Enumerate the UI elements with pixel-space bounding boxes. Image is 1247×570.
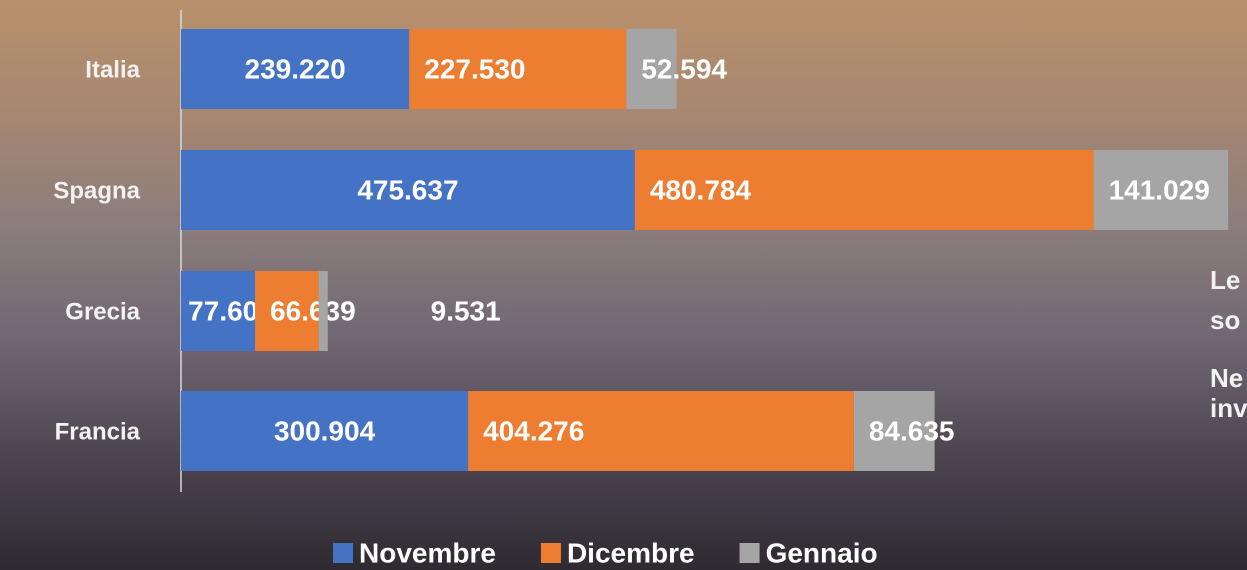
value-label: 52.594 xyxy=(641,53,727,84)
bar-segment xyxy=(181,29,410,109)
value-label: 84.635 xyxy=(869,415,955,446)
bar-segment xyxy=(181,150,635,230)
legend-swatch xyxy=(333,543,353,563)
bar-segment xyxy=(181,271,256,351)
category-label: Spagna xyxy=(53,177,140,204)
side-text: Ne xyxy=(1210,363,1243,393)
legend-label: Novembre xyxy=(359,537,496,568)
bar-segment xyxy=(181,391,469,471)
bar-segment xyxy=(318,271,328,351)
value-label: 239.220 xyxy=(245,53,346,84)
legend-label: Gennaio xyxy=(766,537,878,568)
value-label: 66.639 xyxy=(270,295,356,326)
bar-segment xyxy=(468,391,854,471)
bar-segment xyxy=(853,391,935,471)
bar-segment xyxy=(1093,150,1229,230)
value-label: 404.276 xyxy=(483,415,584,446)
legend-swatch xyxy=(739,543,760,563)
side-text: inv xyxy=(1210,393,1247,423)
category-label: Francia xyxy=(55,418,141,445)
legend-label: Dicembre xyxy=(567,537,695,568)
side-text: so xyxy=(1210,305,1240,335)
legend-swatch xyxy=(540,543,561,563)
category-label: Italia xyxy=(85,56,140,83)
side-text: Le xyxy=(1210,265,1240,295)
bar-segment xyxy=(409,29,627,109)
value-label: 227.530 xyxy=(424,53,525,84)
value-label: 300.904 xyxy=(274,415,376,446)
category-label: Grecia xyxy=(65,298,140,325)
value-label: 9.531 xyxy=(431,295,501,326)
value-label: 475.637 xyxy=(357,174,458,205)
bar-segment xyxy=(626,29,677,109)
value-label: 480.784 xyxy=(650,174,752,205)
bar-segment xyxy=(255,271,319,351)
bar-segment xyxy=(634,150,1094,230)
value-label: 141.029 xyxy=(1109,174,1210,205)
